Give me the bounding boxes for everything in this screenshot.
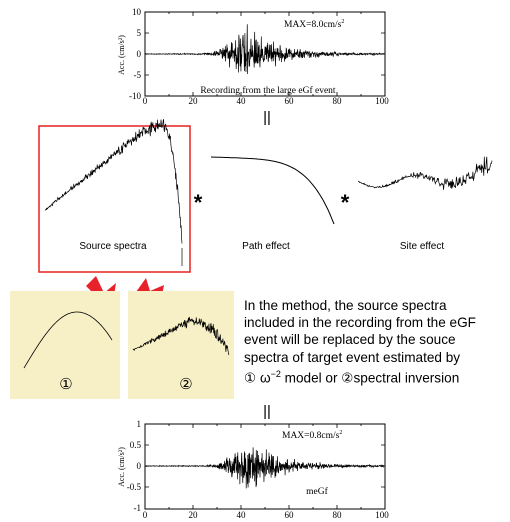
bottom-ytick-neg0.5: -0.5: [127, 482, 142, 492]
method-line-3: event will be replaced by the souce: [244, 332, 456, 348]
top-ytick-10: 10: [132, 7, 142, 17]
method-line-5: ① ω−2 model or ②spectral inversion: [244, 368, 460, 386]
top-max-label: MAX=8.0cm/s2: [284, 19, 344, 30]
method-description: In the method, the source spectra includ…: [244, 297, 506, 387]
bottom-ytick-0: 0: [137, 461, 142, 471]
model-label-2: ②: [179, 376, 192, 393]
top-xtick-20: 20: [189, 96, 199, 106]
path-effect-label: Path effect: [242, 241, 290, 252]
multiply-symbol-2: *: [341, 190, 350, 215]
bottom-caption: meGf: [306, 486, 328, 497]
multiply-symbol-1: *: [194, 190, 203, 215]
bottom-waveform-trace: [145, 447, 385, 489]
bottom-xtick-100: 100: [375, 510, 389, 520]
bottom-ytick-1: 1: [137, 419, 142, 429]
top-ytick-5: 5: [137, 28, 142, 38]
top-xtick-100: 100: [375, 96, 389, 106]
bottom-xtick-40: 40: [237, 510, 247, 520]
site-effect-curve: [357, 156, 493, 190]
bottom-xtick-0: 0: [143, 510, 148, 520]
top-caption: Recording from the large eGf event: [200, 85, 336, 96]
top-xtick-80: 80: [333, 96, 343, 106]
top-xtick-60: 60: [285, 96, 295, 106]
inversion-spectrum-curve: [132, 316, 230, 356]
method-line-1: In the method, the source spectra: [244, 298, 447, 313]
equals-symbol-top: ||: [263, 109, 271, 126]
bottom-xtick-60: 60: [285, 510, 295, 520]
top-ytick-neg5: -5: [134, 70, 142, 80]
source-spectra-box: [38, 125, 191, 273]
path-effect-curve: [210, 156, 335, 225]
method-line-4: spectra of target event estimated by: [244, 349, 461, 365]
bottom-max-label: MAX=0.8cm/s2: [282, 430, 342, 441]
top-ylabel: Acc. (cm/s²): [117, 35, 126, 75]
model-panel-omega: [10, 291, 120, 399]
method-line-2: included in the recording from the eGF: [244, 315, 476, 331]
top-ytick-0: 0: [137, 49, 142, 59]
equals-symbol-bottom: ||: [263, 403, 271, 420]
top-waveform-chart: 10 5 0 -5 -10 0 20 40 60 80 100 Acc. (cm…: [117, 7, 389, 106]
source-spectra-curve: [44, 119, 183, 266]
bottom-waveform-chart: 1 0.5 0 -0.5 -1 0 20 40 60 80 100 Acc. (…: [117, 419, 389, 520]
top-xtick-40: 40: [237, 96, 247, 106]
bottom-xtick-80: 80: [333, 510, 343, 520]
site-effect-label: Site effect: [400, 241, 445, 252]
bottom-ytick-0.5: 0.5: [130, 440, 142, 450]
bottom-ylabel: Acc. (cm/s²): [117, 447, 126, 487]
top-ytick-neg10: -10: [129, 91, 141, 101]
model-label-1: ①: [59, 376, 72, 393]
bottom-xtick-20: 20: [189, 510, 199, 520]
top-waveform-trace: [145, 24, 385, 75]
source-spectra-label: Source spectra: [79, 241, 147, 252]
model-panel-inversion: [128, 291, 234, 399]
bottom-ytick-neg1: -1: [134, 503, 142, 513]
top-xtick-0: 0: [143, 96, 148, 106]
omega-model-curve: [23, 311, 113, 369]
